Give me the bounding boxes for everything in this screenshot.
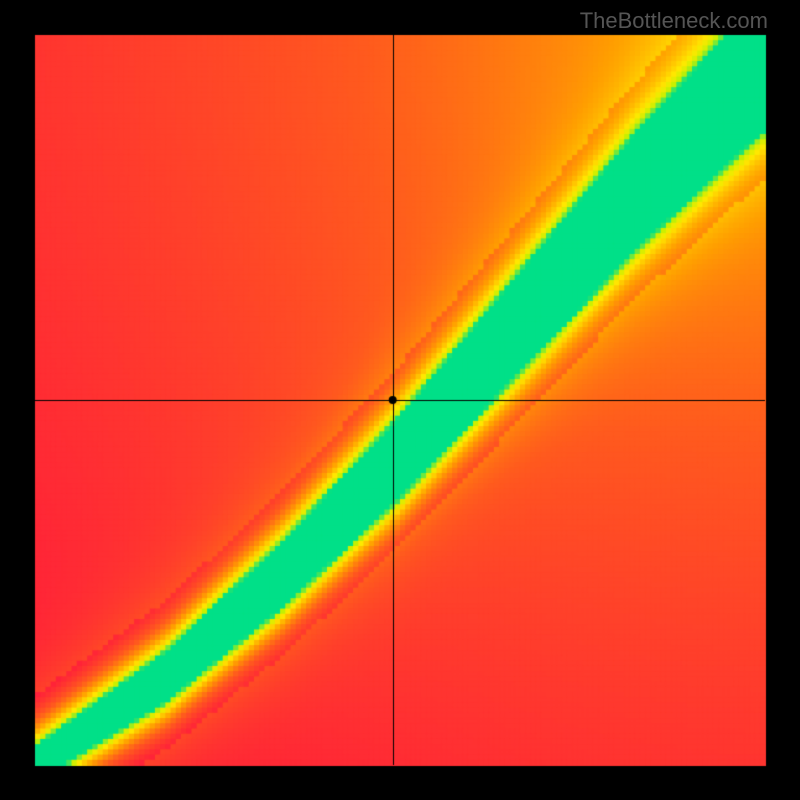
heatmap-canvas <box>0 0 800 800</box>
chart-container: TheBottleneck.com <box>0 0 800 800</box>
watermark-text: TheBottleneck.com <box>580 8 768 34</box>
